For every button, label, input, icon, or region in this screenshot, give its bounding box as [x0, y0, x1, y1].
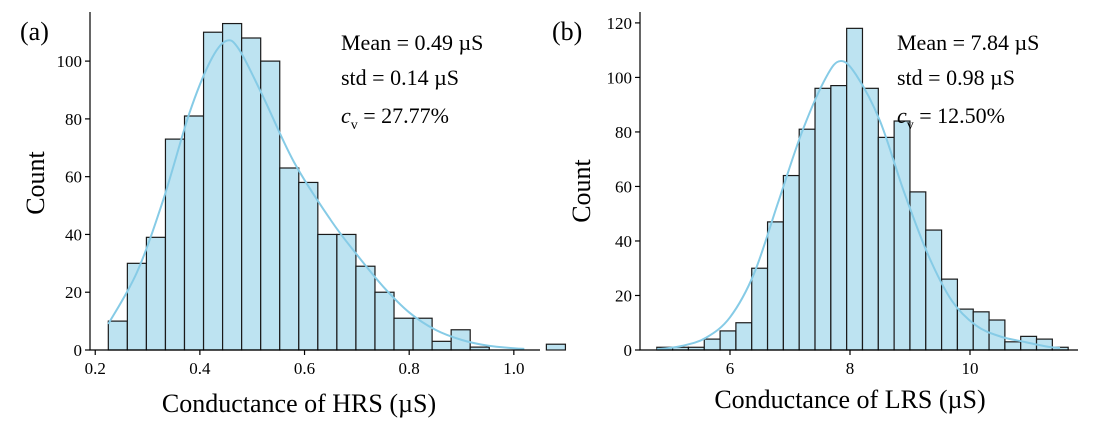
y-tick-label: 40 — [615, 232, 632, 251]
tick-group: 0.2 0.4 0.6 0.8 1.0 0 20 40 60 80 100 — [57, 52, 525, 378]
y-tick-label: 120 — [607, 14, 633, 33]
stat-cv-value: = 27.77% — [358, 103, 449, 128]
hrs-histogram-panel: (a) Count Conductance of HRS (µS) 0.2 0.4… — [20, 12, 567, 418]
stat-mean: Mean = 7.84 µS — [897, 30, 1039, 55]
x-tick-label: 10 — [962, 359, 979, 378]
histogram-bar — [925, 229, 943, 351]
histogram-bar — [830, 84, 848, 351]
histogram-bar — [893, 120, 911, 351]
histogram-bar — [719, 330, 737, 351]
histogram-bar — [393, 317, 414, 351]
histogram-bar — [107, 320, 128, 351]
histogram-bar — [703, 338, 721, 351]
stat-cv-subscript: v — [907, 118, 914, 133]
y-tick-label: 20 — [65, 283, 82, 302]
x-tick-label: 8 — [846, 359, 855, 378]
histogram-bar — [202, 31, 224, 351]
y-tick-label: 60 — [65, 168, 82, 187]
panel-label-a: (a) — [20, 17, 49, 46]
y-tick-label: 0 — [74, 341, 83, 360]
histogram-bar — [814, 87, 832, 351]
y-tick-label: 80 — [65, 110, 82, 129]
histogram-bar — [940, 278, 959, 351]
histogram-bar — [126, 262, 148, 351]
histogram-bar — [861, 87, 879, 351]
stat-mean: Mean = 0.49 µS — [341, 30, 483, 55]
stat-cv-subscript: v — [351, 118, 358, 133]
stat-cv-value: = 12.50% — [914, 103, 1005, 128]
y-tick-label: 100 — [57, 52, 83, 71]
histogram-bar — [846, 27, 864, 351]
x-tick-label: 0.8 — [399, 359, 420, 378]
histogram-bar — [145, 236, 167, 351]
y-axis-label: Count — [567, 158, 596, 222]
x-tick-label: 1.0 — [503, 359, 524, 378]
histogram-bar — [431, 340, 452, 351]
lrs-histogram-panel: (b) Count Conductance of LRS (µS) 6 8 1002… — [552, 12, 1078, 414]
histogram-bar — [279, 167, 300, 351]
histogram-bar — [374, 291, 395, 351]
stat-std: std = 0.98 µS — [897, 65, 1015, 90]
y-tick-label: 40 — [65, 225, 82, 244]
stat-cv: cv = 27.77% — [341, 103, 449, 133]
x-axis-label: Conductance of LRS (µS) — [714, 385, 985, 414]
histogram-bar — [355, 265, 376, 351]
kde-curve — [107, 39, 525, 350]
stat-cv-symbol: c — [897, 103, 907, 128]
y-tick-label: 80 — [615, 123, 632, 142]
histogram-bar — [782, 174, 800, 351]
x-axis-label: Conductance of HRS (µS) — [162, 389, 436, 418]
x-tick-label: 0.2 — [85, 359, 106, 378]
histogram-bar — [164, 138, 186, 351]
y-tick-label: 20 — [615, 286, 632, 305]
stat-std: std = 0.14 µS — [341, 65, 459, 90]
x-tick-label: 6 — [726, 359, 735, 378]
histogram-bar — [751, 267, 769, 351]
kde-curve — [656, 60, 1061, 351]
histogram-bar — [183, 115, 205, 351]
histogram-bar — [545, 343, 567, 351]
histogram-bar — [766, 221, 784, 351]
stat-cv-symbol: c — [341, 103, 351, 128]
bar-group — [107, 22, 567, 351]
y-tick-label: 100 — [607, 68, 633, 87]
histogram-bar — [298, 181, 319, 351]
x-tick-label: 0.4 — [189, 359, 211, 378]
y-tick-label: 0 — [624, 341, 633, 360]
histogram-bar — [1004, 341, 1022, 351]
panel-label-b: (b) — [552, 17, 582, 46]
histogram-bar — [877, 136, 895, 351]
y-axis-label: Count — [21, 150, 50, 214]
histogram-bar — [798, 128, 816, 351]
histogram-bar — [735, 322, 753, 351]
histogram-bar — [336, 233, 357, 351]
y-tick-label: 60 — [615, 177, 632, 196]
histogram-bar — [317, 233, 338, 351]
x-tick-label: 0.6 — [294, 359, 315, 378]
stat-cv: cv = 12.50% — [897, 103, 1005, 133]
histogram-bar — [260, 60, 281, 351]
histogram-bar — [221, 22, 243, 351]
